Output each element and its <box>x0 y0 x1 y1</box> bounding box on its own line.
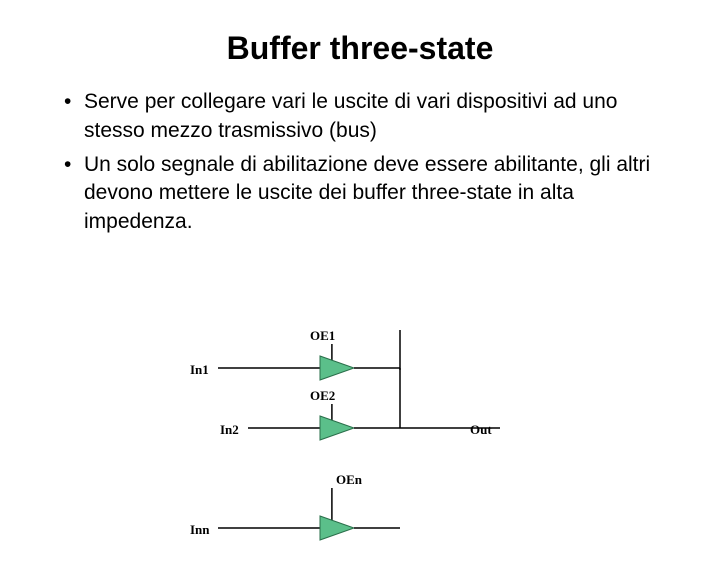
bullet-item: Serve per collegare vari le uscite di va… <box>60 88 660 145</box>
diagram-svg <box>180 330 560 560</box>
circuit-diagram: In1 OE1 In2 OE2 Inn OEn Out <box>180 330 560 560</box>
oe-label: OEn <box>336 472 362 488</box>
page-title: Buffer three-state <box>0 30 720 67</box>
oe-label: OE2 <box>310 388 335 404</box>
input-label: In2 <box>220 422 239 438</box>
oe-label: OE1 <box>310 328 335 344</box>
input-label: Inn <box>190 522 210 538</box>
bullet-item: Un solo segnale di abilitazione deve ess… <box>60 151 660 236</box>
output-label: Out <box>470 422 492 438</box>
bullet-list: Serve per collegare vari le uscite di va… <box>60 88 660 236</box>
input-label: In1 <box>190 362 209 378</box>
